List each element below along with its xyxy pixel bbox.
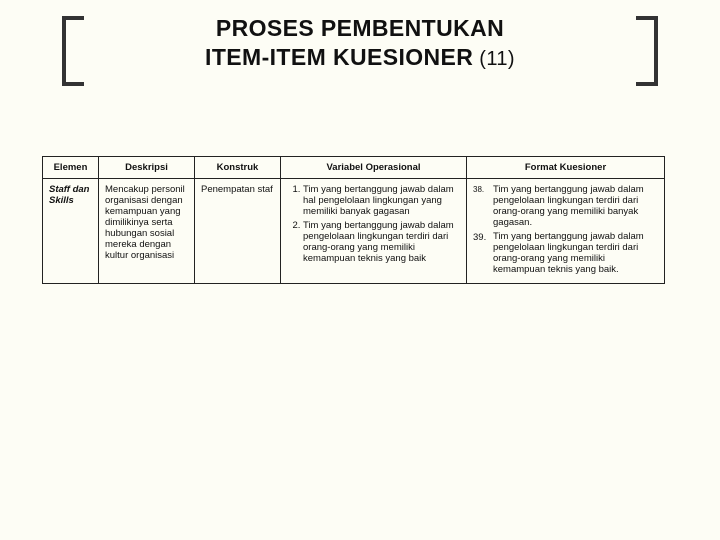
cell-deskripsi: Mencakup personil organisasi dengan kema… [99,179,195,284]
content-table: Elemen Deskripsi Konstruk Variabel Opera… [42,156,665,284]
title-line-1: PROSES PEMBENTUKAN [100,14,620,43]
format-number: 39. [473,231,493,243]
th-variabel: Variabel Operasional [281,157,467,179]
title-tail: (11) [473,48,515,70]
table-header-row: Elemen Deskripsi Konstruk Variabel Opera… [43,157,665,179]
th-elemen: Elemen [43,157,99,179]
th-konstruk: Konstruk [195,157,281,179]
elemen-text: Staff dan Skills [49,184,89,206]
cell-variabel: Tim yang bertanggung jawab dalam hal pen… [281,179,467,284]
th-format: Format Kuesioner [467,157,665,179]
variabel-list: Tim yang bertanggung jawab dalam hal pen… [287,184,460,264]
table-row: Staff dan Skills Mencakup personil organ… [43,179,665,284]
format-item: 39. Tim yang bertanggung jawab dalam pen… [473,231,658,275]
variabel-item: Tim yang bertanggung jawab dalam hal pen… [303,184,460,217]
cell-format: 38. Tim yang bertanggung jawab dalam pen… [467,179,665,284]
format-number: 38. [473,184,493,194]
title-bold: ITEM-ITEM KUESIONER [205,44,473,70]
variabel-item: Tim yang bertanggung jawab dalam pengelo… [303,220,460,264]
slide-title: PROSES PEMBENTUKAN ITEM-ITEM KUESIONER (… [100,14,620,72]
cell-konstruk: Penempatan staf [195,179,281,284]
bracket-right [636,16,658,86]
bracket-left [62,16,84,86]
title-line-2: ITEM-ITEM KUESIONER (11) [100,43,620,72]
th-deskripsi: Deskripsi [99,157,195,179]
format-text: Tim yang bertanggung jawab dalam pengelo… [493,184,658,228]
format-item: 38. Tim yang bertanggung jawab dalam pen… [473,184,658,228]
format-text: Tim yang bertanggung jawab dalam pengelo… [493,231,658,275]
cell-elemen: Staff dan Skills [43,179,99,284]
